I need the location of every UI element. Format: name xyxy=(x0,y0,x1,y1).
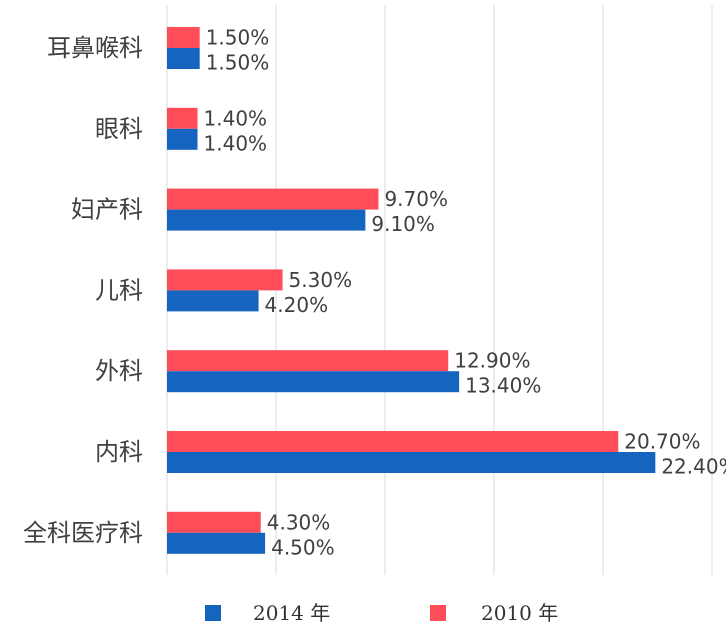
data-label-2014: 22.40% xyxy=(661,455,726,479)
category-label: 妇产科 xyxy=(71,196,143,224)
bar-2014 xyxy=(167,371,460,393)
category-label: 眼科 xyxy=(95,115,143,143)
legend: 2014 年 2010 年 xyxy=(205,601,558,625)
data-label-2010: 1.50% xyxy=(206,26,270,50)
data-label-2014: 4.20% xyxy=(265,293,329,317)
bar-2014 xyxy=(167,48,200,69)
category-label: 外科 xyxy=(95,357,143,385)
bar-2014 xyxy=(167,128,198,150)
bar-2010 xyxy=(167,269,283,291)
bar-2014 xyxy=(167,452,656,473)
data-label-2014: 1.50% xyxy=(206,51,270,75)
legend-label-2010: 2010 年 xyxy=(481,601,558,625)
bar-2014 xyxy=(167,532,266,554)
data-label-2010: 4.30% xyxy=(267,510,331,534)
bar-2010 xyxy=(167,107,198,129)
category-label: 内科 xyxy=(95,438,143,466)
data-label-2010: 9.70% xyxy=(384,187,448,211)
bar-2014 xyxy=(167,290,259,312)
labels: 耳鼻喉科 1.50%1.50% 眼科 1.40%1.40% 妇产科 9.70%9.10% 儿… xyxy=(23,26,726,560)
bar-2010 xyxy=(167,431,619,452)
data-label-2014: 4.50% xyxy=(271,535,335,559)
gridlines xyxy=(166,5,713,575)
data-label-2014: 9.10% xyxy=(371,212,435,236)
data-label-2010: 1.40% xyxy=(204,106,268,130)
bar-2014 xyxy=(167,209,366,231)
bar-2010 xyxy=(167,350,449,372)
data-label-2014: 13.40% xyxy=(465,374,541,398)
data-label-2014: 1.40% xyxy=(204,131,268,155)
category-label: 全科医疗科 xyxy=(23,519,143,547)
bars xyxy=(167,27,656,554)
category-label: 耳鼻喉科 xyxy=(47,34,143,62)
bar-2010 xyxy=(167,511,261,533)
category-label: 儿科 xyxy=(95,276,143,304)
legend-label-2014: 2014 年 xyxy=(253,601,330,625)
legend-swatch-2010 xyxy=(430,605,446,621)
data-label-2010: 20.70% xyxy=(624,430,700,454)
bar-2010 xyxy=(167,27,200,48)
data-label-2010: 12.90% xyxy=(454,349,530,373)
bar-2010 xyxy=(167,188,379,210)
legend-swatch-2014 xyxy=(205,605,221,621)
data-label-2010: 5.30% xyxy=(289,268,353,292)
